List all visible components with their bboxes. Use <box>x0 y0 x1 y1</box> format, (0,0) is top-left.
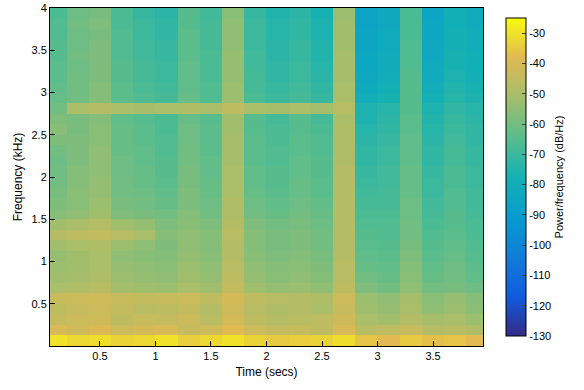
svg-text:-60: -60 <box>529 118 545 130</box>
svg-text:-110: -110 <box>529 269 550 281</box>
svg-text:2.5: 2.5 <box>314 350 329 362</box>
svg-text:1.5: 1.5 <box>203 350 218 362</box>
svg-text:-120: -120 <box>529 300 551 312</box>
svg-text:Power/frequency (dB/Hz): Power/frequency (dB/Hz) <box>553 116 565 239</box>
svg-text:3: 3 <box>374 350 380 362</box>
svg-text:-130: -130 <box>529 330 551 342</box>
svg-text:-50: -50 <box>529 88 545 100</box>
svg-text:Time (secs): Time (secs) <box>235 365 297 379</box>
svg-text:4: 4 <box>41 2 47 14</box>
svg-text:2.5: 2.5 <box>32 129 47 141</box>
svg-text:3.5: 3.5 <box>32 44 47 56</box>
svg-text:3: 3 <box>41 86 47 98</box>
svg-text:1.5: 1.5 <box>32 213 47 225</box>
svg-text:-80: -80 <box>529 178 545 190</box>
svg-text:0.5: 0.5 <box>32 298 47 310</box>
svg-text:-100: -100 <box>529 239 551 251</box>
svg-text:-30: -30 <box>529 27 545 39</box>
svg-text:1: 1 <box>152 350 158 362</box>
svg-text:1: 1 <box>41 255 47 267</box>
svg-text:0.5: 0.5 <box>92 350 107 362</box>
svg-text:-40: -40 <box>529 57 545 69</box>
svg-text:-90: -90 <box>529 209 545 221</box>
svg-text:-70: -70 <box>529 148 545 160</box>
svg-text:2: 2 <box>41 171 47 183</box>
svg-text:Frequency (kHz): Frequency (kHz) <box>11 133 25 222</box>
svg-text:2: 2 <box>263 350 269 362</box>
svg-text:3.5: 3.5 <box>425 350 440 362</box>
